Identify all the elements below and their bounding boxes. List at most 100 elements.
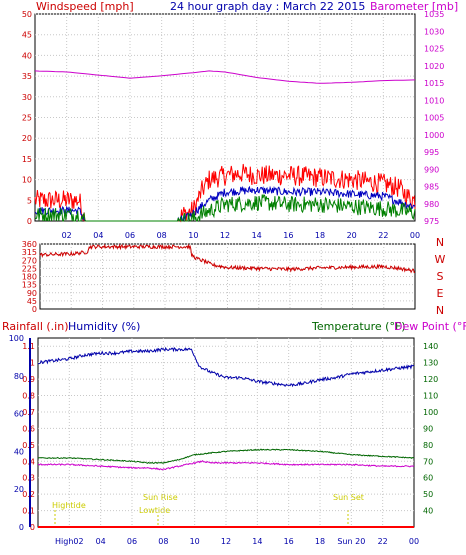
panel-3-left-tick-label: 0.9 xyxy=(22,375,35,384)
panel-1-right-tick-label: 1000 xyxy=(424,131,444,140)
compass-label: E xyxy=(437,287,444,300)
panel-1-x-tick-label: 12 xyxy=(220,231,230,240)
humidity-tick-label: 100 xyxy=(9,334,24,343)
panel-1-x-tick-label: 02 xyxy=(62,231,72,240)
series-direction-line xyxy=(39,243,416,274)
panel-3-left-tick-label: 1 xyxy=(30,359,35,368)
panel-3-x-tick-label: 08 xyxy=(158,537,168,546)
panel-1-left-tick-label: 45 xyxy=(22,31,32,40)
sunset-label: Sun Set xyxy=(333,493,364,502)
panel-1-left-tick-label: 5 xyxy=(27,196,32,205)
panel-1-x-tick-label: 18 xyxy=(315,231,325,240)
panel-2-left-tick-label: 360 xyxy=(22,240,37,249)
panel-1-right-tick-label: 1025 xyxy=(424,45,444,54)
panel-3-left-tick-label: 0.6 xyxy=(22,424,35,433)
panel-1-left-tick-label: 35 xyxy=(22,72,32,81)
panel-3-left-tick-label: 0.8 xyxy=(22,392,35,401)
panel-3-left-tick-label: 0.1 xyxy=(22,507,35,516)
panel-3-right-tick-label: 100 xyxy=(423,408,438,417)
humidity-tick-label: 0 xyxy=(19,523,24,532)
series-humidity-line xyxy=(38,346,415,388)
panel-3-right-tick-label: 120 xyxy=(423,375,438,384)
panel-3-x-tick-label: 22 xyxy=(378,537,388,546)
panel-3-right-tick-label: 70 xyxy=(423,457,433,466)
chart-title: 24 hour graph day : March 22 2015 xyxy=(170,0,365,13)
humidity-tick-label: 20 xyxy=(14,485,24,494)
panel-3-left-tick-label: 1.1 xyxy=(22,342,35,351)
compass-label: N xyxy=(436,236,444,249)
compass-label: S xyxy=(437,270,444,283)
barometer-axis-title: Barometer [mb] xyxy=(370,0,458,13)
panel-3-x-tick-label: 12 xyxy=(221,537,231,546)
panel-3-right-tick-label: 40 xyxy=(423,507,433,516)
panel-1-x-tick-label: 14 xyxy=(252,231,262,240)
panel-1-x-tick-label: 10 xyxy=(188,231,198,240)
panel-2-left-tick-label: 225 xyxy=(22,264,37,273)
panel-1-x-tick-label: 04 xyxy=(93,231,103,240)
panel-3-right-tick-label: 140 xyxy=(423,342,438,351)
panel-1-left-tick-label: 40 xyxy=(22,51,32,60)
panel-1-left-tick-label: 20 xyxy=(22,134,32,143)
panel-1-right-tick-label: 1005 xyxy=(424,114,444,123)
dewpoint-axis-title: Dew Point (°F) xyxy=(394,320,466,333)
panel-1-left-tick-label: 0 xyxy=(27,217,32,226)
panel-3-left-tick-label: 0.2 xyxy=(22,490,35,499)
panel-1-left-tick-label: 25 xyxy=(22,114,32,123)
humidity-tick-label: 60 xyxy=(14,410,24,419)
panel-1-x-tick-label: 08 xyxy=(157,231,167,240)
panel-1-right-tick-label: 980 xyxy=(424,200,439,209)
rainfall-axis-title: Rainfall (.in) xyxy=(2,320,69,333)
panel-3-x-tick-label: 16 xyxy=(284,537,294,546)
series-dewpoint-line xyxy=(37,459,415,471)
panel-2-left-tick-label: 0 xyxy=(32,305,37,314)
series-wind-line xyxy=(34,194,416,222)
panel-1-x-tick-label: 16 xyxy=(283,231,293,240)
humidity-axis-title: Humidity (%) xyxy=(68,320,140,333)
panel-3-left-tick-label: 0.5 xyxy=(22,441,35,450)
hightide-label: Hightide xyxy=(52,501,86,510)
series-temperature-line xyxy=(37,448,415,465)
panel-3-x-tick-label: 14 xyxy=(252,537,262,546)
compass-label: W xyxy=(435,253,446,266)
panel-3-right-tick-label: 110 xyxy=(423,392,438,401)
panel-3-x-tick-label: Sun 20 xyxy=(337,537,365,546)
panel-3-right-tick-label: 130 xyxy=(423,359,438,368)
humidity-tick-label: 80 xyxy=(14,372,24,381)
panel-1-right-tick-label: 990 xyxy=(424,165,439,174)
panel-3-x-tick-label: 04 xyxy=(96,537,106,546)
panel-1-right-tick-label: 985 xyxy=(424,183,439,192)
panel-3-x-tick-label: 18 xyxy=(315,537,325,546)
panel-1-left-tick-label: 30 xyxy=(22,93,32,102)
panel-1-right-tick-label: 1020 xyxy=(424,62,444,71)
panel-3-x-tick-label: 10 xyxy=(190,537,200,546)
panel-1-right-tick-label: 1010 xyxy=(424,96,444,105)
panel-3-right-tick-label: 60 xyxy=(423,474,433,483)
panel-3-left-tick-label: 0.7 xyxy=(22,408,35,417)
panel-1-right-tick-label: 1035 xyxy=(424,10,444,19)
humidity-tick-label: 40 xyxy=(14,447,24,456)
panel-1-left-tick-label: 15 xyxy=(22,155,32,164)
panel-3-left-tick-label: 0 xyxy=(30,523,35,532)
panel-3-right-tick-label: 80 xyxy=(423,441,433,450)
panel-2-left-tick-label: 315 xyxy=(22,248,37,257)
panel-2-left-tick-label: 45 xyxy=(27,297,37,306)
panel-2-left-tick-label: 135 xyxy=(22,281,37,290)
panel-1-x-tick-label: 00 xyxy=(410,231,420,240)
lowtide-label: Lowtide xyxy=(139,506,170,515)
panel-3-right-tick-label: 90 xyxy=(423,424,433,433)
panel-1-x-tick-label: 20 xyxy=(347,231,357,240)
compass-label: N xyxy=(436,304,444,317)
panel-2-left-tick-label: 270 xyxy=(22,256,37,265)
series-barometer-line xyxy=(34,70,416,84)
panel-1-x-tick-label: 06 xyxy=(125,231,135,240)
panel-3-right-tick-label: 50 xyxy=(423,490,433,499)
panel-1-right-tick-label: 975 xyxy=(424,217,439,226)
sunrise-label: Sun Rise xyxy=(143,493,178,502)
panel-1-right-tick-label: 1015 xyxy=(424,79,444,88)
panel-2-left-tick-label: 90 xyxy=(27,289,37,298)
panel-2-left-tick-label: 180 xyxy=(22,273,37,282)
temperature-axis-title: Temperature (°F) xyxy=(311,320,406,333)
panel-1-left-tick-label: 50 xyxy=(22,10,32,19)
panel-3-left-tick-label: 0.3 xyxy=(22,474,35,483)
